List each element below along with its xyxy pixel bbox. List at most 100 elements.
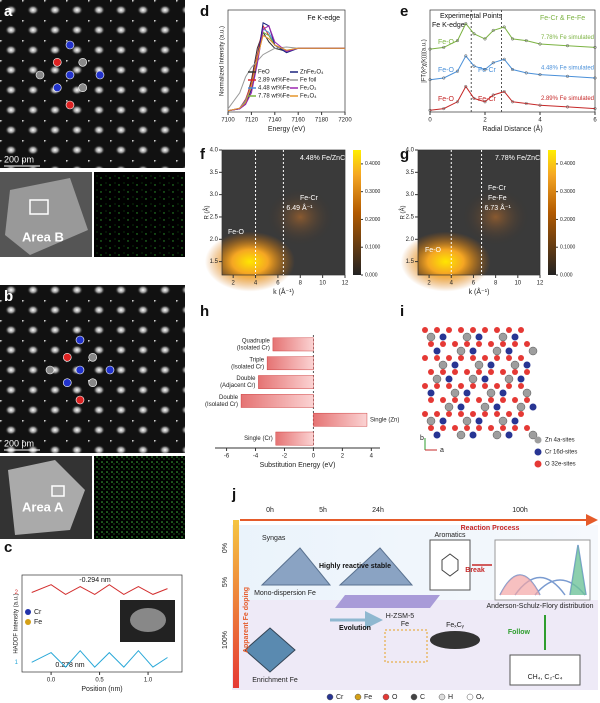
category-label: (Adjacent Cr) [220, 383, 255, 389]
legend-label: O [392, 694, 398, 701]
annotation: Experimental Points [440, 13, 503, 20]
zn-atom [474, 360, 484, 370]
colorbar [353, 150, 361, 275]
o-atom [500, 369, 506, 375]
point [472, 64, 476, 68]
o-atom [464, 425, 470, 431]
scheme-label: CH₄, C₂-C₄ [528, 674, 563, 681]
zn-atom [456, 346, 466, 356]
point [510, 67, 515, 72]
bar [272, 337, 314, 352]
o-atom [524, 369, 530, 375]
colorbar-label: 0.4000 [365, 161, 381, 167]
x-tick-label: 10 [514, 281, 521, 287]
point [464, 54, 468, 58]
point [510, 100, 515, 104]
series-label: 2.89% Fe simulated [541, 96, 594, 102]
o-atom [476, 341, 482, 347]
annotation: Fe-Cr & Fe-Fe [540, 15, 585, 22]
scale-label: 200 pm [4, 438, 34, 448]
o-atom [434, 355, 440, 361]
series-label: 2 [15, 590, 19, 596]
category-label: Single (Zn) [370, 417, 399, 423]
x-tick-label: 2 [427, 281, 431, 287]
x-tick-label: 8 [299, 281, 303, 287]
colorbar [548, 150, 556, 275]
scheme-label: Enrichment Fe [252, 677, 298, 684]
x-tick-label: 2 [232, 281, 236, 287]
o-atom [512, 341, 518, 347]
panel-label: e [400, 3, 408, 20]
cr-atom [481, 375, 489, 383]
annotation: Fe-O [438, 39, 455, 46]
asf-curve [500, 575, 540, 595]
atom [105, 365, 115, 375]
point [472, 96, 476, 100]
o-atom [482, 327, 488, 333]
x-axis-label: k (Å⁻¹) [469, 287, 490, 296]
o-atom [500, 425, 506, 431]
line [429, 85, 596, 111]
annotation: Fe-O [438, 67, 455, 74]
o-atom [512, 397, 518, 403]
annotation: -0.294 nm [79, 577, 111, 584]
x-tick-label: 7100 [221, 118, 235, 124]
x-tick-label: -4 [253, 454, 259, 460]
zn-atom [438, 360, 448, 370]
scheme-label: 100h [512, 507, 528, 514]
o-atom [506, 411, 512, 417]
annotation: Fe-Cr [488, 185, 507, 192]
atom [75, 395, 85, 405]
cr-atom [439, 417, 447, 425]
o-atom [524, 425, 530, 431]
x-tick-label: 7120 [245, 118, 259, 124]
scheme-label: Highly reactive stable [319, 563, 391, 570]
o-atom [422, 327, 428, 333]
y-tick-label: 2.5 [210, 215, 219, 221]
cr-atom [511, 417, 519, 425]
o-atom [434, 383, 440, 389]
y-tick-label: 2.0 [210, 237, 219, 243]
zeolite [335, 595, 440, 608]
o-atom [422, 383, 428, 389]
doping-label: Apparent Fe doping [243, 587, 250, 653]
category-label: (Isolated Cr) [231, 364, 264, 370]
annotation: Fe-Cr [478, 67, 497, 74]
zn-atom [498, 416, 508, 426]
atom-overlay [35, 40, 115, 405]
scheme-label: 24h [372, 507, 384, 514]
o-atom [506, 383, 512, 389]
annotation: Fe-O [438, 96, 455, 103]
plot-frame [227, 9, 346, 113]
o-atom [506, 355, 512, 361]
legend-label: Fe [34, 619, 42, 626]
cr-atom [511, 333, 519, 341]
cr-atom [427, 389, 435, 397]
point [442, 45, 446, 49]
panel-label: d [200, 3, 209, 20]
o-atom [524, 341, 530, 347]
x-tick-label: 7140 [268, 118, 282, 124]
point [565, 105, 570, 109]
catalyst [244, 627, 296, 673]
series-label: 4.48% Fe simulated [541, 66, 594, 72]
o-atom [518, 327, 524, 333]
dashed-line-label: 6.49 Å⁻¹ [286, 203, 313, 212]
o-atom [428, 341, 434, 347]
cr-atom [445, 375, 453, 383]
bar [266, 356, 314, 371]
o-atom [482, 383, 488, 389]
legend-label: Fe₂O₃ [300, 86, 317, 92]
scheme-label: 5h [319, 507, 327, 514]
y-tick-label: 3.5 [210, 170, 219, 176]
o-atom [476, 425, 482, 431]
zn-atom [528, 430, 538, 440]
point [538, 73, 542, 77]
legend-label: 4.48 wt%Fe [258, 86, 290, 92]
o-atom [488, 397, 494, 403]
x-tick-label: 7180 [315, 118, 329, 124]
legend-label: Oᵥ [476, 694, 484, 701]
panel-label: g [400, 146, 409, 163]
x-tick-label: 8 [494, 281, 498, 287]
zn-atom [432, 374, 442, 384]
